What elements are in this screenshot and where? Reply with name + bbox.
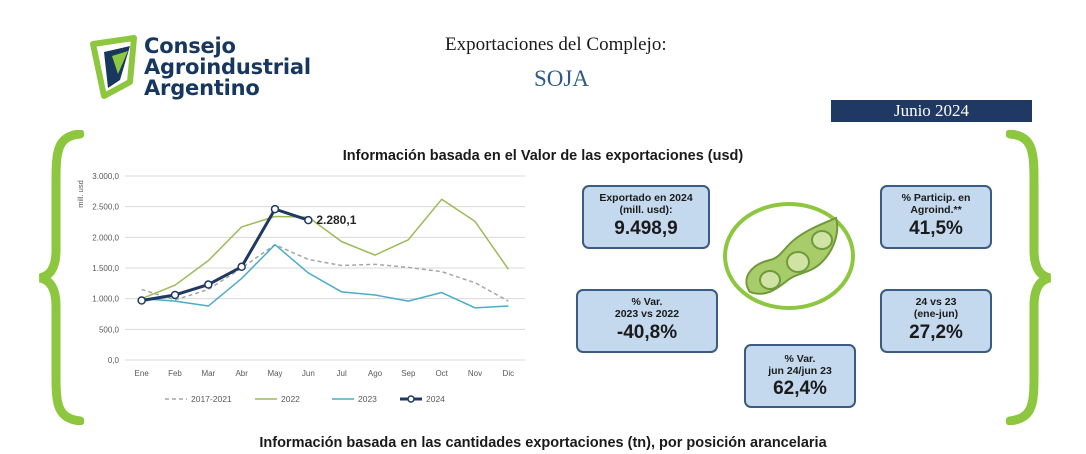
y-tick-label: 0,0 <box>108 356 120 365</box>
x-tick-label: Jun <box>302 369 315 378</box>
x-tick-label: May <box>267 369 282 378</box>
kpi-particip: % Particip. en Agroind.** 41,5% <box>880 185 992 249</box>
y-tick-label: 2.500,0 <box>92 203 119 212</box>
kpi-24-vs-23-label-2: (ene-jun) <box>913 308 959 320</box>
kpi-exported-label-2: (mill. usd): <box>619 204 673 216</box>
page-subtitle: SOJA <box>534 66 589 91</box>
data-label: 2.280,1 <box>316 213 356 227</box>
series-line-2024 <box>141 207 309 302</box>
x-tick-label: Mar <box>201 369 215 378</box>
data-point-2024 <box>170 290 180 300</box>
x-tick-label: Nov <box>468 369 482 378</box>
x-tick-label: Dic <box>503 369 515 378</box>
kpi-exported-label-1: Exportado en 2024 <box>599 192 693 204</box>
kpi-24-vs-23-value: 27,2% <box>909 322 963 343</box>
kpi-particip-label-2: Agroind.** <box>910 204 962 216</box>
right-brace-icon <box>1006 130 1052 425</box>
page-title: Exportaciones del Complejo: <box>445 34 667 55</box>
data-point-2024 <box>204 280 213 289</box>
kpi-var-2023-label-1: % Var. <box>631 296 663 308</box>
x-tick-label: Feb <box>168 369 182 378</box>
y-tick-label: 1.000,0 <box>92 295 119 304</box>
y-tick-label: 500,0 <box>99 325 120 334</box>
date-badge: Junio 2024 <box>831 100 1032 122</box>
kpi-particip-value: 41,5% <box>909 218 963 239</box>
logo-text: Consejo Agroindustrial Argentino <box>144 36 311 99</box>
kpi-var-jun-value: 62,4% <box>773 378 827 399</box>
soybean-pod-icon <box>723 202 855 310</box>
logo-line-1: Consejo <box>144 34 236 58</box>
kpi-var-jun: % Var. jun 24/jun 23 62,4% <box>744 344 856 408</box>
x-tick-label: Oct <box>435 369 448 378</box>
y-tick-label: 2.000,0 <box>92 233 119 242</box>
kpi-var-jun-label-1: % Var. <box>784 353 816 365</box>
left-brace-icon <box>38 130 84 425</box>
y-tick-label: 1.500,0 <box>92 264 119 273</box>
kpi-var-jun-label-2: jun 24/jun 23 <box>768 365 832 377</box>
data-point-2024 <box>304 215 313 225</box>
legend-marker <box>407 395 415 403</box>
x-tick-label: Ago <box>368 369 383 378</box>
kpi-exported-2024: Exportado en 2024 (mill. usd): 9.498,9 <box>582 185 710 249</box>
series-line-2022 <box>141 198 509 300</box>
logo-line-2: Agroindustrial <box>144 55 311 79</box>
y-axis-label: mill. usd <box>76 180 85 208</box>
line-chart: 0,0 500,0 1.000,0 1.500,0 2.000,0 2.500,0 3.00… <box>76 172 525 404</box>
kpi-particip-label-1: % Particip. en <box>901 192 971 204</box>
data-point-2024 <box>270 204 280 214</box>
legend-label: 2022 <box>281 394 300 404</box>
series-line-2023 <box>141 243 509 309</box>
legend-label: 2024 <box>426 394 445 404</box>
x-tick-label: Jul <box>337 369 347 378</box>
series-line-2017-2021 <box>141 243 509 302</box>
data-point-2024 <box>137 296 146 305</box>
data-point-2024 <box>237 262 246 272</box>
kpi-var-2023-value: -40,8% <box>616 322 678 343</box>
section-value-title: Información basada en el Valor de las ex… <box>342 148 744 164</box>
kpi-24-vs-23: 24 vs 23 (ene-jun) 27,2% <box>880 289 992 353</box>
x-tick-label: Ene <box>135 369 150 378</box>
legend-label: 2023 <box>358 394 377 404</box>
logo-line-3: Argentino <box>144 76 260 100</box>
kpi-exported-value: 9.498,9 <box>614 218 678 239</box>
x-tick-label: Abr <box>235 369 248 378</box>
kpi-var-2023-label-2: 2023 vs 2022 <box>614 308 680 320</box>
logo: Consejo Agroindustrial Argentino <box>90 34 330 106</box>
x-tick-label: Sep <box>401 369 416 378</box>
y-tick-label: 3.000,0 <box>92 172 119 181</box>
logo-mark-icon <box>90 35 137 99</box>
kpi-24-vs-23-label-1: 24 vs 23 <box>915 296 957 308</box>
kpi-var-2023-2022: % Var. 2023 vs 2022 -40,8% <box>576 289 718 353</box>
legend-label: 2017-2021 <box>191 394 232 404</box>
section-quantity-title: Información basada en las cantidades exp… <box>259 435 827 451</box>
